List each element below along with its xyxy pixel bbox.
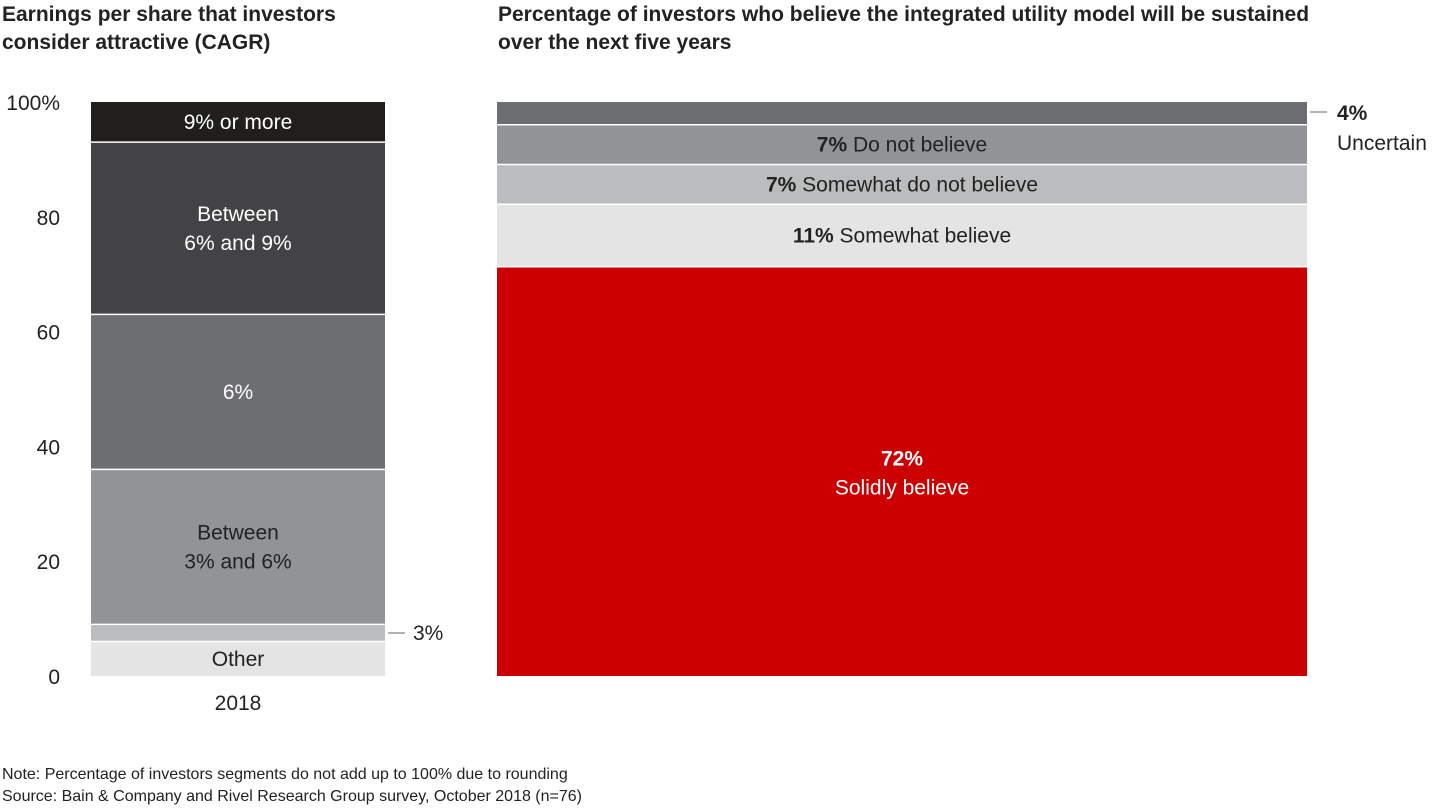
segment-value: 72%: [881, 447, 923, 470]
right-chart-title: Percentage of investors who believe the …: [498, 1, 1309, 57]
left-title-line: Earnings per share that investors: [2, 3, 336, 26]
segment-label: Solidly believe: [835, 476, 969, 499]
footnote: Note: Percentage of investors segments d…: [2, 766, 568, 783]
segment-label: Between: [197, 521, 279, 544]
segment-label: Between: [197, 203, 279, 226]
bar-segment-solidly-believe: [497, 266, 1307, 676]
segment-label: 9% or more: [184, 111, 293, 134]
left-title-line: consider attractive (CAGR): [2, 31, 271, 54]
segment-label: 11% Somewhat believe: [793, 225, 1011, 248]
y-tick-label: 60: [37, 322, 60, 345]
right-title-line: Percentage of investors who believe the …: [498, 3, 1310, 26]
y-tick-label: 20: [37, 551, 60, 574]
segment-label: 3% and 6%: [184, 550, 291, 573]
bar-segment-9-or-more: [91, 102, 385, 143]
left-chart-title: Earnings per share that investors consid…: [2, 1, 336, 57]
segment-name: Somewhat do not believe: [796, 173, 1038, 196]
source: Source: Bain & Company and Rivel Researc…: [2, 788, 582, 805]
bar-segment-6-: [91, 314, 385, 470]
bar-segment-between-6-and-9-: [91, 142, 385, 315]
y-tick-label: 0: [48, 666, 60, 689]
segment-label: 7% Do not believe: [817, 134, 987, 157]
segment-label: 6%: [223, 381, 253, 404]
segment-label: 7% Somewhat do not believe: [766, 173, 1038, 196]
bar-segment-somewhat-do-not-believe: [497, 164, 1307, 205]
segment-name: Somewhat believe: [834, 225, 1011, 248]
segment-value: 11%: [793, 225, 834, 248]
segment-value: 7%: [817, 134, 848, 157]
y-tick-label: 40: [37, 436, 60, 459]
x-tick-label: 2018: [215, 692, 262, 715]
y-tick-label: 80: [37, 207, 60, 230]
bar-segment-other: [91, 641, 385, 676]
segment-label: Uncertain: [1337, 132, 1427, 155]
bar-segment-somewhat-believe: [497, 204, 1307, 267]
bar-segment-3-: [91, 624, 385, 642]
segment-name: Do not believe: [847, 134, 987, 157]
bar-segment-do-not-believe: [497, 124, 1307, 165]
segment-label: 6% and 9%: [184, 232, 291, 255]
segment-label: 3%: [413, 622, 443, 645]
bar-segment-uncertain: [497, 102, 1307, 125]
segment-value: 4%: [1337, 102, 1368, 125]
right-title-line: over the next five years: [498, 31, 732, 54]
segment-value: 7%: [766, 173, 797, 196]
bar-segment-between-3-and-6-: [91, 469, 385, 625]
y-tick-label: 100%: [6, 92, 60, 115]
segment-label: Other: [212, 648, 265, 671]
